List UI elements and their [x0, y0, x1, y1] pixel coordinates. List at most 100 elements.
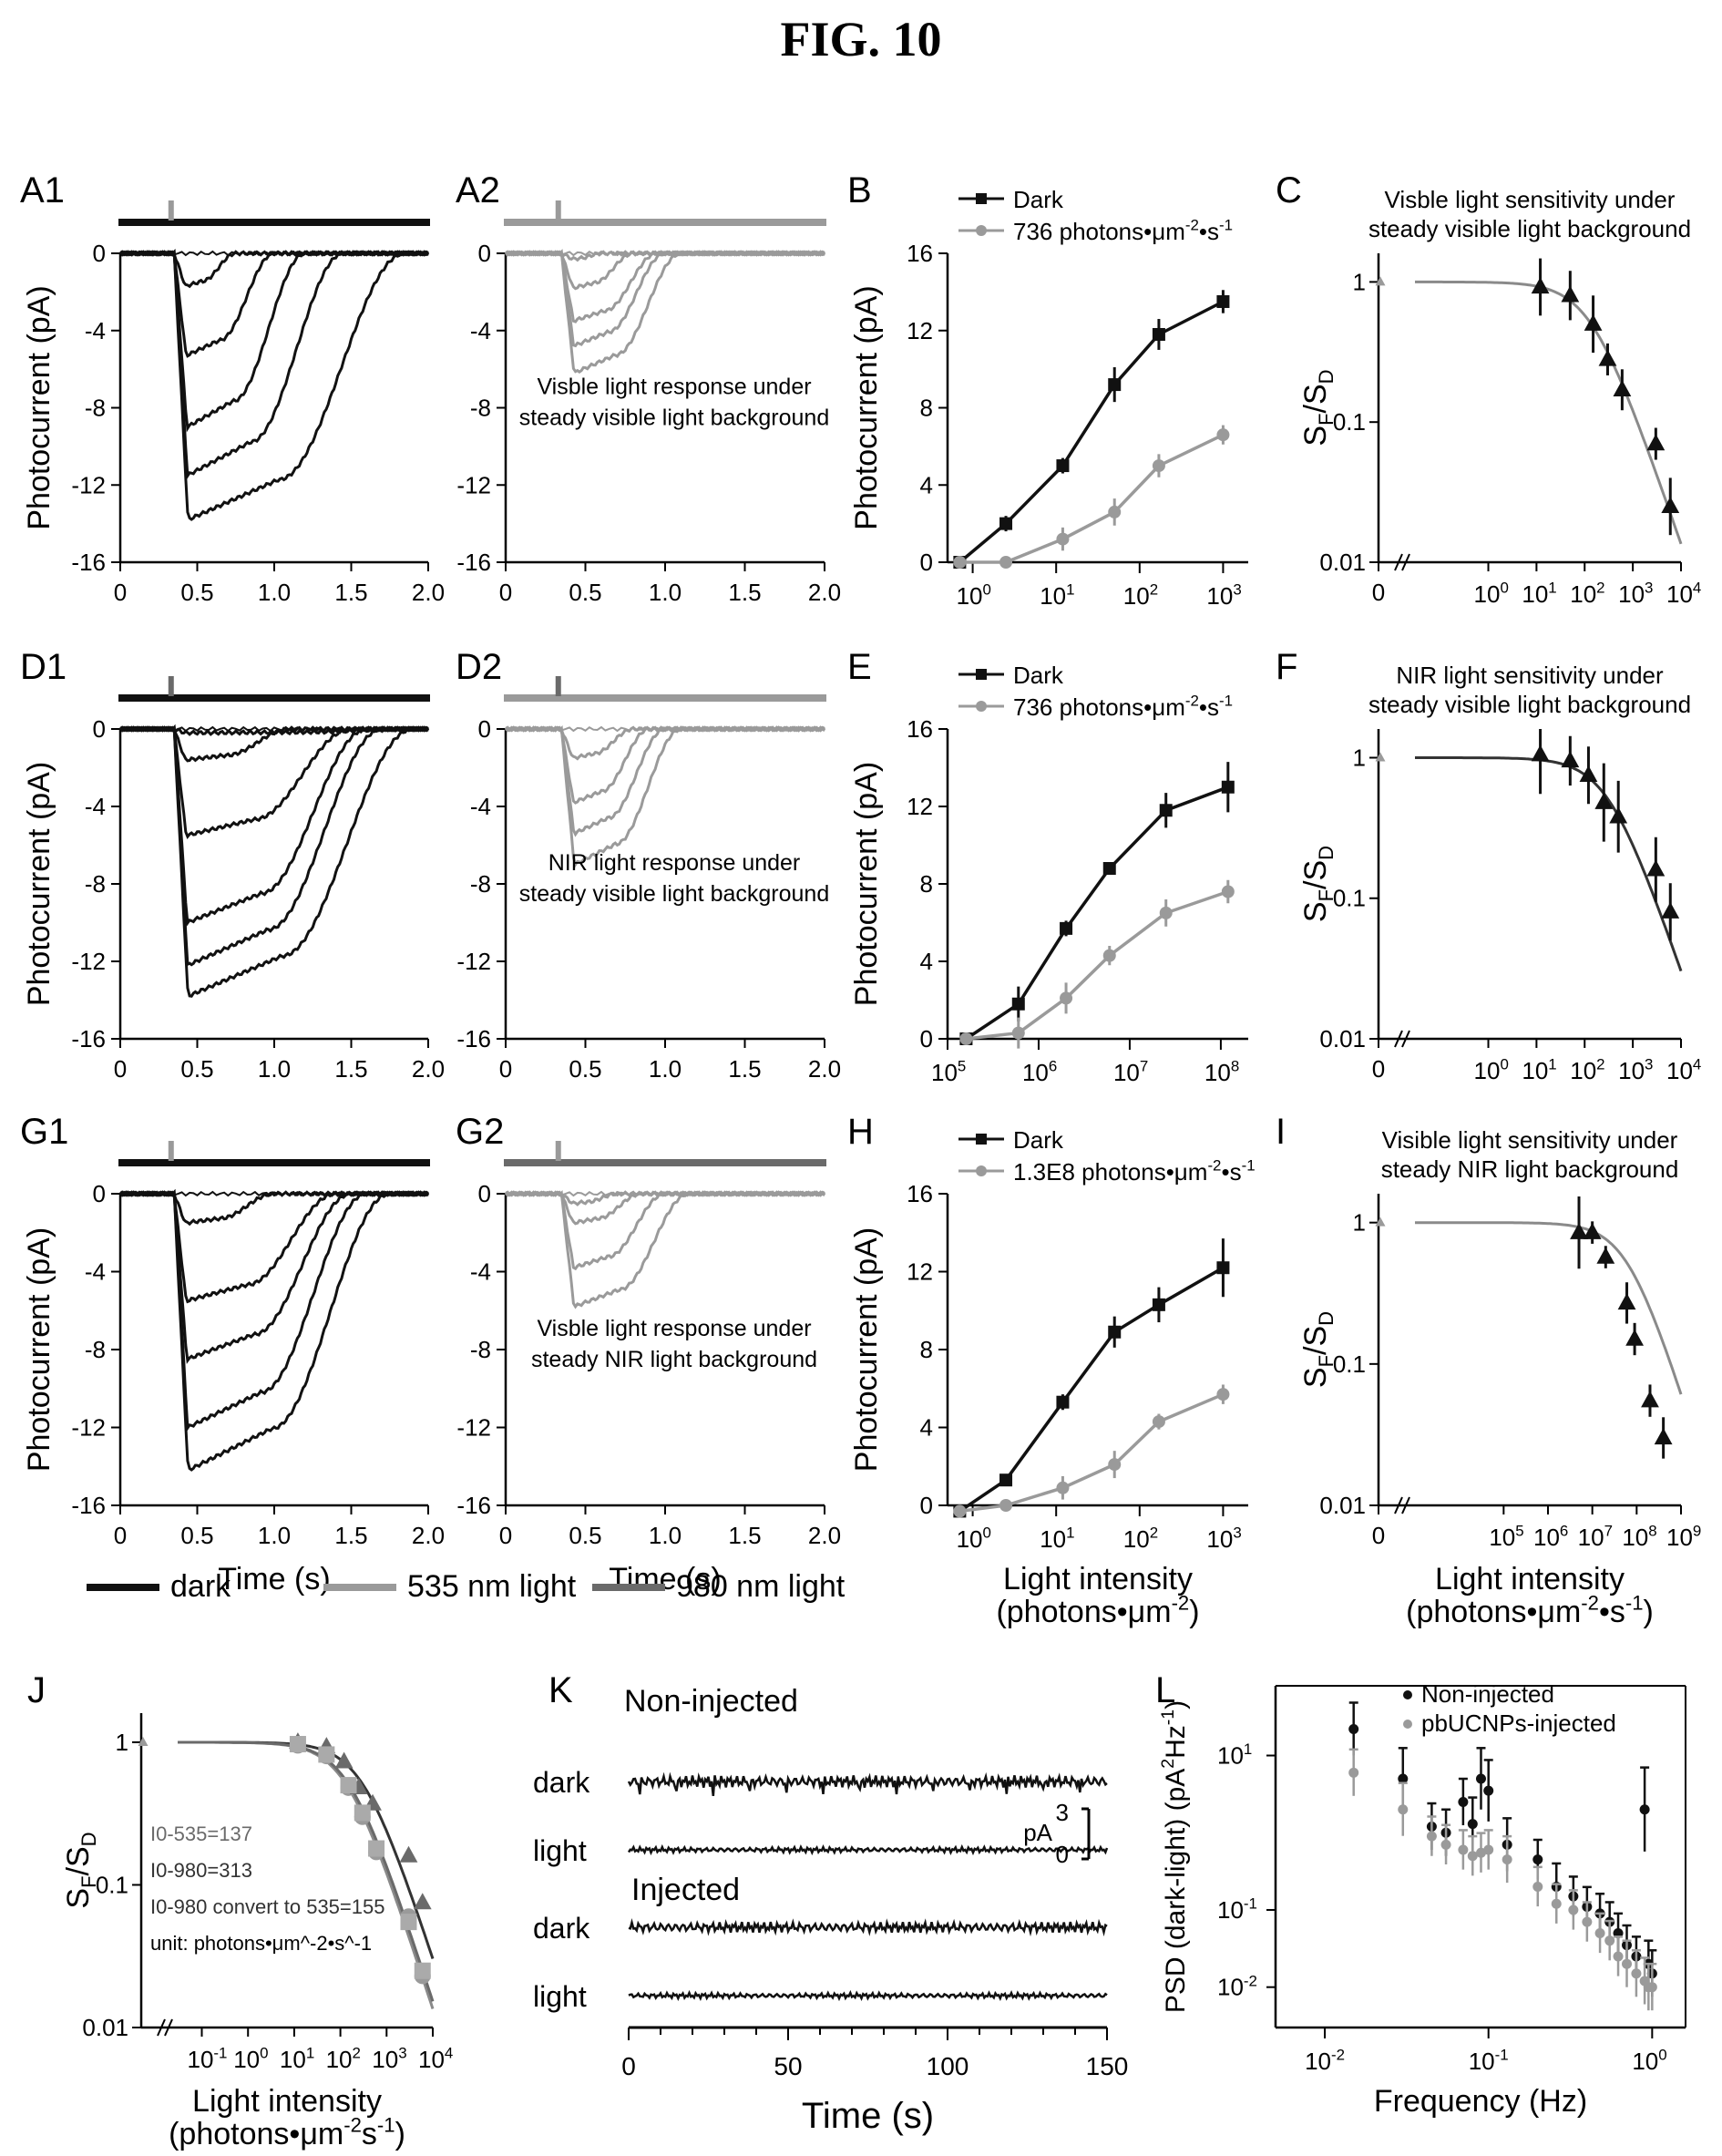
x-tick-label: 100​ — [233, 2045, 268, 2073]
y-tick-label: -16 — [456, 549, 491, 576]
data-point — [1398, 1804, 1409, 1815]
panel-label-a1: A1 — [20, 170, 65, 210]
panel-k: 0 50 100 150 Time (s) dark light dark light Non-i… — [533, 1684, 1128, 2136]
data-point — [1108, 1458, 1122, 1472]
stimulus-background-bar — [504, 1159, 826, 1166]
panel-title: Visible light sensitivity under — [1382, 1126, 1678, 1154]
x-axis-label-units: (photons•μm-2​) — [996, 1591, 1199, 1629]
panel-g1: 0 0.5 1.0 1.5 2.0 0 -4 -8 -12 -16 Photocurrent (pA… — [22, 1141, 445, 1596]
response-trace — [119, 1188, 429, 1472]
stimulus-flash-marker — [555, 676, 561, 696]
y-tick-label: -8 — [85, 870, 106, 898]
y-axis-label: SF​/SD​ — [1298, 846, 1338, 922]
panel-j: 10-1​100​ 101​ 102​ 103​ 104​ 1 0.1 0.01 SF​/SD​… — [61, 1713, 453, 2151]
y-tick-label: 16 — [907, 715, 933, 743]
response-trace — [118, 249, 429, 480]
data-point — [999, 1473, 1013, 1487]
panel-label-c: C — [1276, 170, 1302, 210]
data-point — [1108, 378, 1122, 392]
scale-bar-unit: pA — [1023, 1819, 1052, 1846]
data-point — [1568, 1904, 1579, 1915]
data-point — [1483, 1785, 1494, 1796]
panel-a2: 0 0.5 1.0 1.5 2.0 0 -4 -8 -12 -16 Visble light res… — [456, 200, 841, 606]
x-tick-label: 106​ — [1533, 1523, 1568, 1551]
x-tick-label: 101​ — [1522, 580, 1556, 608]
legend-label: 1.3E8 photons•μm-2​•s-1​ — [1013, 1157, 1256, 1186]
panel-f: 0 100​ 101​ 102​ 103​ 104​ 1 0.1 0.01 NIR light s… — [1298, 662, 1701, 1084]
data-point — [1531, 744, 1550, 762]
x-tick-label: 1.0 — [258, 579, 291, 606]
fit-curve — [1415, 756, 1683, 972]
legend-marker — [976, 669, 987, 680]
y-tick-label: -4 — [470, 317, 491, 344]
panel-l: 10-2​ 10-1​ 100​ 101​ 10-1​ 10-2​ Non-injected… — [1158, 1680, 1686, 2119]
legend-label: dark — [170, 1569, 231, 1604]
response-trace — [504, 250, 826, 323]
y-tick-label: -8 — [85, 395, 106, 422]
x-tick-label: 100​ — [1474, 580, 1509, 608]
data-point — [1056, 459, 1070, 473]
response-trace — [119, 1190, 429, 1304]
data-point — [1598, 349, 1617, 366]
y-tick-label: 8 — [920, 1336, 933, 1363]
series-line — [959, 433, 1225, 564]
y-tick-label: 16 — [907, 1180, 933, 1207]
x-tick-label: 0 — [621, 2052, 636, 2080]
x-tick-label: 0.5 — [180, 579, 213, 606]
panel-label-g2: G2 — [456, 1112, 504, 1152]
legend-label: Dark — [1013, 662, 1064, 689]
response-trace — [119, 724, 429, 967]
legend-label: pbUCNPs-injected — [1421, 1709, 1616, 1737]
panel-label-d2: D2 — [456, 647, 502, 687]
x-axis-label: Light intensity — [1003, 1562, 1193, 1596]
data-point — [1604, 1935, 1615, 1946]
legend-swatch — [592, 1584, 665, 1591]
axis-break — [1394, 1496, 1403, 1514]
fit-curve — [1415, 1221, 1683, 1395]
y-axis-label: Photocurrent (pA) — [849, 285, 884, 529]
y-tick-label: 10-1​ — [1217, 1895, 1257, 1924]
series-line — [958, 1266, 1225, 1513]
data-point — [959, 1032, 973, 1045]
y-tick-label: 1 — [116, 1729, 128, 1756]
stimulus-flash-marker — [555, 200, 561, 221]
x-tick-label: 105​ — [931, 1058, 966, 1086]
x-tick-label: 100​ — [957, 1525, 991, 1553]
axis-break — [1401, 1496, 1410, 1514]
data-point — [1221, 780, 1235, 794]
y-tick-label: 0 — [478, 240, 491, 267]
data-point — [1152, 327, 1165, 341]
y-axis-label: SF​/SD​ — [1298, 1311, 1338, 1388]
x-tick-label: 102​ — [1123, 581, 1158, 610]
data-point — [1216, 428, 1230, 442]
x-tick-label: 50 — [774, 2052, 802, 2080]
y-tick-label: -8 — [470, 395, 491, 422]
x-tick-label: 1.0 — [649, 579, 682, 606]
panel-label-l: L — [1155, 1670, 1175, 1710]
y-tick-label: -4 — [85, 317, 106, 344]
data-point — [414, 1962, 431, 1979]
y-tick-label: -16 — [71, 549, 106, 576]
data-point — [1159, 906, 1173, 919]
axis-break — [1394, 553, 1403, 571]
x-tick-label: 0 — [1372, 579, 1385, 606]
response-trace — [119, 250, 429, 289]
data-point — [1583, 1222, 1602, 1239]
y-tick-label: 4 — [920, 471, 933, 498]
y-tick-label: -16 — [71, 1492, 106, 1519]
data-point — [1011, 1026, 1025, 1040]
current-noise-trace — [628, 1989, 1108, 2002]
legend-label: 980 nm light — [676, 1569, 846, 1604]
y-tick-label: -8 — [470, 1336, 491, 1363]
axis-break — [1401, 553, 1410, 571]
stimulus-background-bar — [118, 694, 430, 702]
data-point — [1579, 765, 1598, 782]
scale-bar-bottom: 0 — [1056, 1841, 1069, 1868]
data-point — [1348, 1724, 1359, 1735]
x-tick-label: 101​ — [280, 2045, 314, 2073]
y-tick-label: -8 — [470, 870, 491, 898]
y-tick-label: 101​ — [1217, 1740, 1252, 1769]
x-tick-label: 2.0 — [808, 1522, 841, 1549]
data-point — [400, 1914, 417, 1931]
data-point — [1348, 1767, 1359, 1778]
